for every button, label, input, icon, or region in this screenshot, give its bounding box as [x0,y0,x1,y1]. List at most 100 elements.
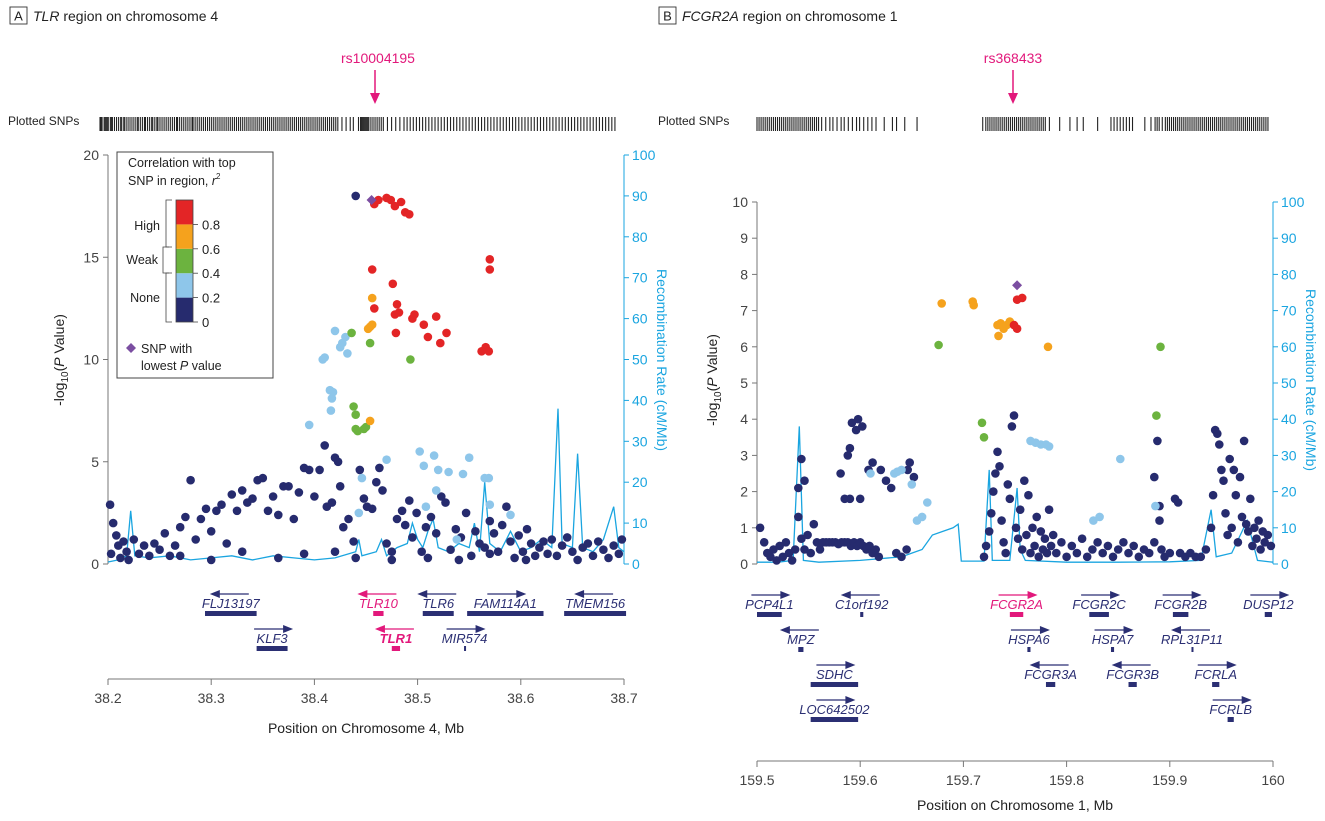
x-tick-label: 160 [1261,772,1285,788]
snp-point [562,533,572,542]
snp-point [327,498,337,507]
x-tick-label: 159.5 [739,772,774,788]
panel-b-plotted-snps-label: Plotted SNPs [658,114,729,128]
snp-point [139,541,149,550]
y2-tick-label: 0 [1281,556,1289,572]
snp-point [969,300,978,310]
snp-point [1026,548,1035,558]
gene-label: TLR10 [359,596,399,611]
panel-a-recombination-line [107,408,625,563]
snp-point [778,552,788,562]
y-tick-label: 15 [83,249,99,265]
gene-strand-arrowhead [283,625,294,633]
panel-b-x-axis: 159.5 159.6 159.7 159.8 159.9 160 [739,760,1285,788]
gene-body [373,611,384,616]
gene-strand-arrowhead [1111,661,1122,669]
gene-body [1110,647,1115,652]
snp-point [1221,509,1230,518]
snp-point [543,549,552,559]
snp-point [426,512,436,522]
snp-point [1165,548,1175,558]
gene-label: FCGR3B [1106,667,1159,682]
snp-point [1217,465,1226,475]
snp-point [386,195,396,205]
snp-point [339,522,348,532]
gene-strand-arrowhead [1029,661,1040,669]
snp-point [354,508,364,518]
snp-point [1040,534,1050,543]
panel-a-gene-track: FLJ13197 TLR10 TLR6 FAM114A1 TMEM156 KLF3 TLR1… [202,590,627,651]
snp-point [341,332,350,342]
snp-point [370,304,379,313]
gene-body [810,682,859,687]
snp-point [806,548,815,558]
snp-point [170,541,180,550]
panel-a-snp-points [105,191,627,565]
snp-point [105,500,115,510]
panel-b-y-axis-label: -log10(P Value) [704,334,724,426]
snp-point [108,518,118,528]
snp-point [1231,490,1241,500]
snp-point [484,473,494,483]
snp-point [359,494,369,503]
snp-point [299,549,309,559]
snp-point [845,443,855,453]
y-tick-label: 7 [740,303,748,319]
snp-point [1150,538,1159,547]
panel-a-top-snp-label: rs10004195 [341,50,415,66]
panel-b-top-snp-arrow [1008,70,1018,104]
snp-point [232,506,242,516]
snp-point [274,510,283,520]
legend-group-high: High [134,219,160,233]
snp-point [196,514,206,524]
snp-point [1011,523,1021,533]
snp-point [568,547,577,556]
snp-point [775,541,784,551]
y2-tick-label: 60 [632,311,648,327]
snp-point [484,347,494,356]
snp-point [374,195,383,205]
gene-body [810,717,859,722]
snp-point [902,545,911,554]
panel-b-y-axis-left: 0 1 2 3 4 5 6 7 8 9 10 [732,194,758,572]
snp-point [458,469,468,479]
snp-point [800,476,809,486]
panel-a-top-snp-arrow [370,70,380,104]
snp-point [477,347,486,356]
y2-tick-label: 90 [1281,230,1297,246]
snp-point [480,543,490,552]
gene-label: PCP4L1 [745,597,793,612]
snp-point [1173,498,1183,507]
snp-point [471,527,480,536]
snp-point [365,338,375,348]
snp-point [865,541,874,551]
snp-point [759,538,769,547]
snp-point [394,308,404,317]
snp-point [388,279,398,289]
gene-body [464,646,467,651]
snp-point [351,553,361,563]
snp-point [349,537,358,546]
snp-point [116,553,125,563]
snp-point [485,516,495,526]
snp-point [1256,545,1265,554]
snp-point [1009,411,1019,420]
snp-point [855,494,865,504]
snp-point [442,328,451,338]
snp-point [122,547,131,556]
gene-body [422,611,454,616]
snp-point [557,541,567,550]
snp-point [583,539,593,548]
y2-tick-label: 10 [1281,520,1297,536]
snp-point [794,512,803,522]
snp-point [1017,293,1027,303]
snp-point [999,538,1008,547]
snp-point [485,500,495,510]
gene-label: SDHC [816,667,853,682]
snp-point [981,541,991,551]
recombination-rate-line [107,408,625,563]
snp-point [1036,527,1046,536]
gene-label: HSPA6 [1008,632,1050,647]
gene-body [205,611,257,616]
gene-strand-arrowhead [779,626,790,634]
